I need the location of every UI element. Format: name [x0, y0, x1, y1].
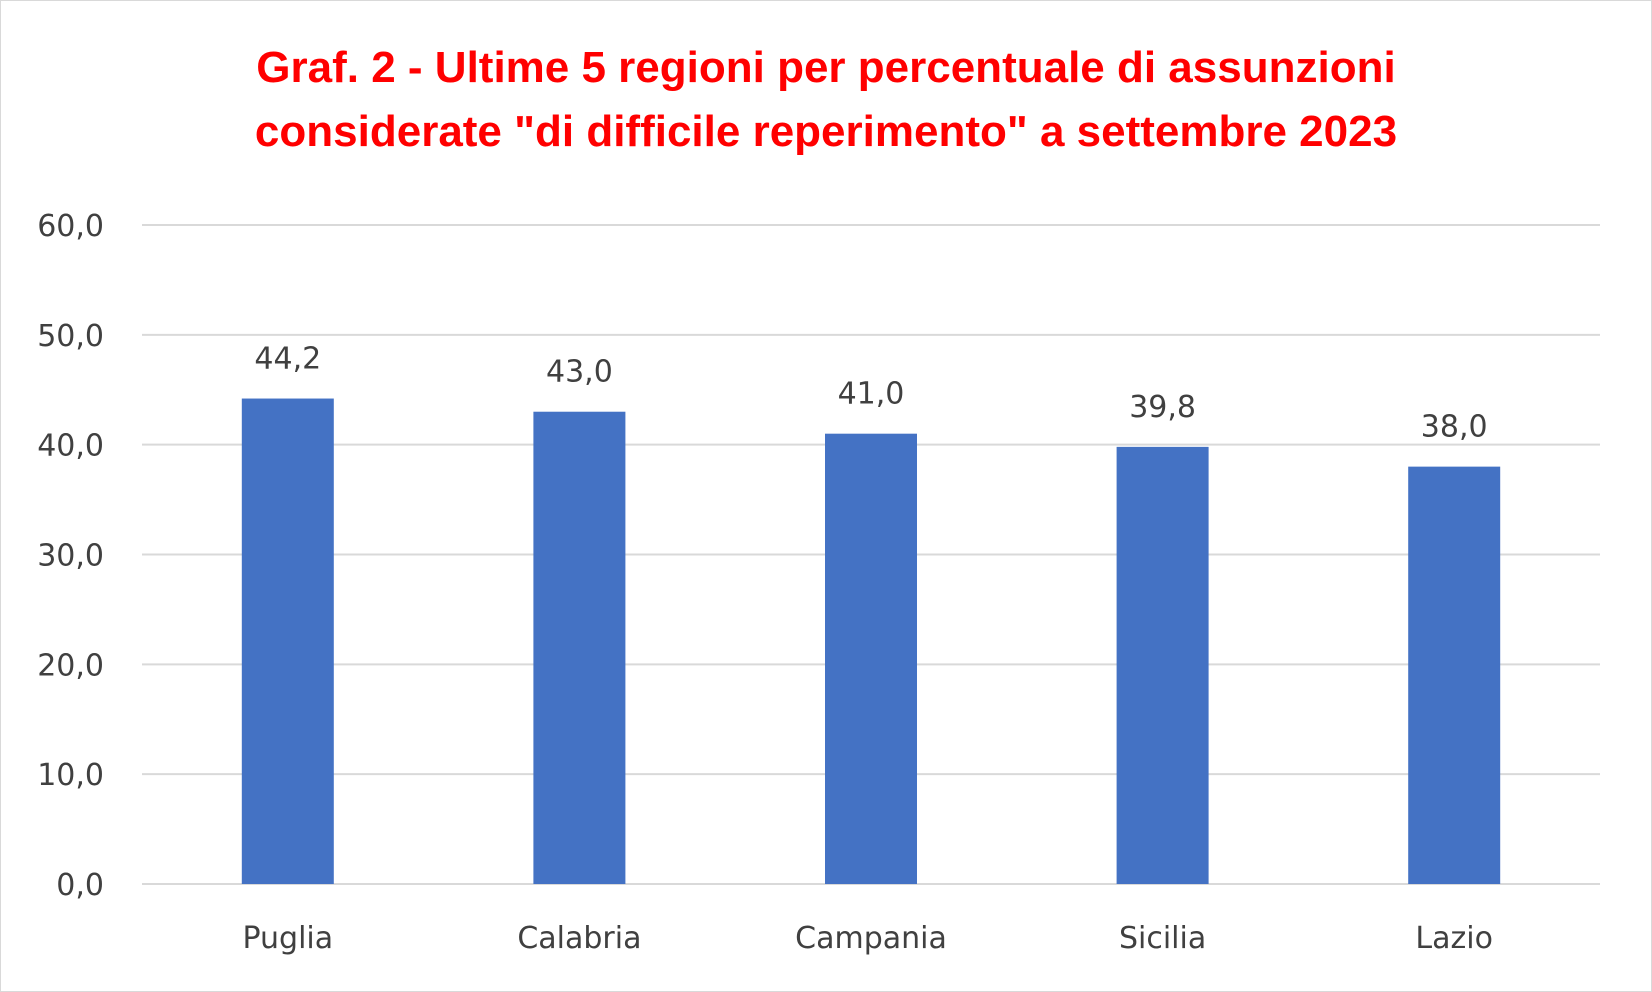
chart-title: Graf. 2 - Ultime 5 regioni per percentua… — [0, 36, 1652, 164]
bar-calabria — [533, 411, 626, 884]
y-tick-label: 10,0 — [37, 758, 104, 793]
y-tick-label: 40,0 — [37, 429, 104, 464]
x-category-label: Campania — [795, 921, 947, 956]
bar-sicilia — [1116, 446, 1209, 884]
x-category-label: Puglia — [242, 921, 333, 956]
data-label: 41,0 — [838, 377, 905, 412]
y-tick-label: 20,0 — [37, 648, 104, 683]
x-category-label: Sicilia — [1119, 921, 1206, 956]
data-labels: 44,2 43,0 41,0 39,8 38,0 — [254, 342, 1487, 445]
x-category-label: Calabria — [517, 921, 641, 956]
bar-lazio — [1408, 466, 1501, 884]
data-label: 44,2 — [254, 342, 321, 377]
chart-title-line-1: Graf. 2 - Ultime 5 regioni per percentua… — [256, 43, 1396, 92]
y-tick-label: 0,0 — [56, 868, 104, 903]
bar-campania — [825, 433, 917, 884]
y-tick-label: 30,0 — [37, 539, 104, 574]
data-label: 38,0 — [1421, 410, 1488, 445]
y-tick-label: 50,0 — [37, 319, 104, 354]
y-axis-ticks: 0,0 10,0 20,0 30,0 40,0 50,0 60,0 — [37, 209, 104, 903]
bar-puglia — [241, 398, 334, 884]
chart-title-line-2: considerate "di difficile reperimento" a… — [254, 107, 1398, 156]
x-axis-categories: Puglia Calabria Campania Sicilia Lazio — [242, 921, 1493, 956]
y-tick-label: 60,0 — [37, 209, 104, 244]
data-label: 43,0 — [546, 355, 613, 390]
x-category-label: Lazio — [1415, 921, 1493, 956]
bars — [241, 398, 1501, 884]
data-label: 39,8 — [1129, 390, 1196, 425]
